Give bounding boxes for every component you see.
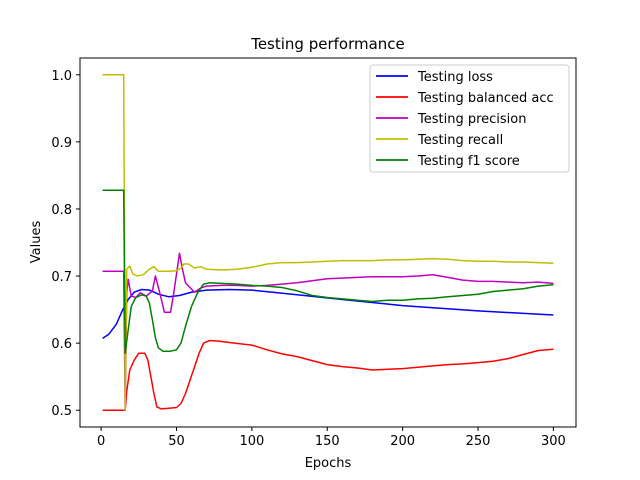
x-tick-label: 200 — [390, 434, 415, 449]
chart-title: Testing performance — [250, 35, 405, 53]
legend-box — [369, 64, 570, 173]
y-tick-label: 0.7 — [51, 270, 72, 285]
x-axis-label: Epochs — [305, 456, 352, 471]
series-line-testing-balanced-acc — [102, 339, 554, 411]
legend-label: Testing recall — [417, 133, 503, 148]
series-line-testing-f1-score — [102, 189, 554, 354]
legend-label: Testing loss — [417, 70, 493, 85]
legend-label: Testing balanced acc — [417, 91, 554, 106]
y-tick-label: 0.8 — [51, 203, 72, 218]
x-tick-label: 100 — [239, 434, 264, 449]
legend: Testing loss Testing balanced acc Testing … — [369, 64, 570, 173]
y-tick-label: 0.9 — [51, 136, 72, 151]
legend-label: Testing f1 score — [417, 154, 520, 169]
plot-frame — [79, 57, 577, 428]
x-tick-label: 0 — [97, 434, 105, 449]
x-axis: 0 50 100 150 200 250 300 — [97, 427, 566, 449]
x-tick-label: 250 — [466, 434, 491, 449]
y-tick-label: 0.5 — [51, 404, 72, 419]
y-axis: 0.5 0.6 0.7 0.8 0.9 1.0 — [51, 69, 80, 419]
y-tick-label: 1.0 — [51, 69, 72, 84]
series-lines — [102, 74, 554, 411]
series-line-testing-recall — [102, 74, 554, 411]
y-axis-label: Values — [29, 221, 44, 264]
y-tick-label: 0.6 — [51, 337, 72, 352]
x-tick-label: 300 — [541, 434, 566, 449]
x-tick-label: 50 — [168, 434, 185, 449]
legend-label: Testing precision — [417, 112, 526, 127]
x-tick-label: 150 — [315, 434, 340, 449]
